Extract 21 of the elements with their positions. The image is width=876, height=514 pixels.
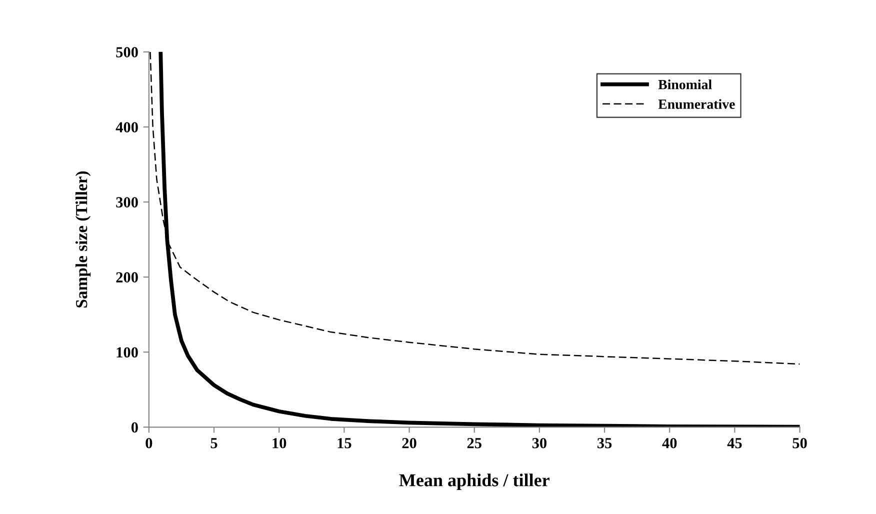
x-tick-label: 40	[662, 438, 677, 448]
x-tick-label: 25	[467, 438, 482, 448]
legend-label: Binomial	[658, 80, 712, 90]
y-tick-label: 400	[116, 122, 138, 132]
y-tick-label: 500	[116, 47, 138, 58]
x-tick-label: 35	[597, 438, 612, 448]
x-tick-label: 5	[210, 438, 218, 448]
legend-label: Enumerative	[658, 99, 735, 109]
x-tick-label: 30	[532, 438, 546, 448]
y-axis-title: Sample size (Tiller)	[75, 171, 91, 308]
x-tick-label: 20	[402, 438, 416, 448]
y-tick-label: 200	[116, 272, 138, 282]
x-tick-label: 45	[727, 438, 742, 448]
x-tick-label: 15	[338, 438, 352, 448]
x-axis-title: Mean aphids / tiller	[399, 474, 550, 490]
y-tick-label: 100	[116, 347, 138, 358]
x-tick-label: 50	[792, 438, 807, 448]
x-tick-label: 0	[146, 438, 152, 448]
y-tick-label: 300	[116, 197, 138, 208]
x-tick-label: 10	[272, 438, 286, 448]
y-tick-label: 0	[131, 422, 138, 433]
